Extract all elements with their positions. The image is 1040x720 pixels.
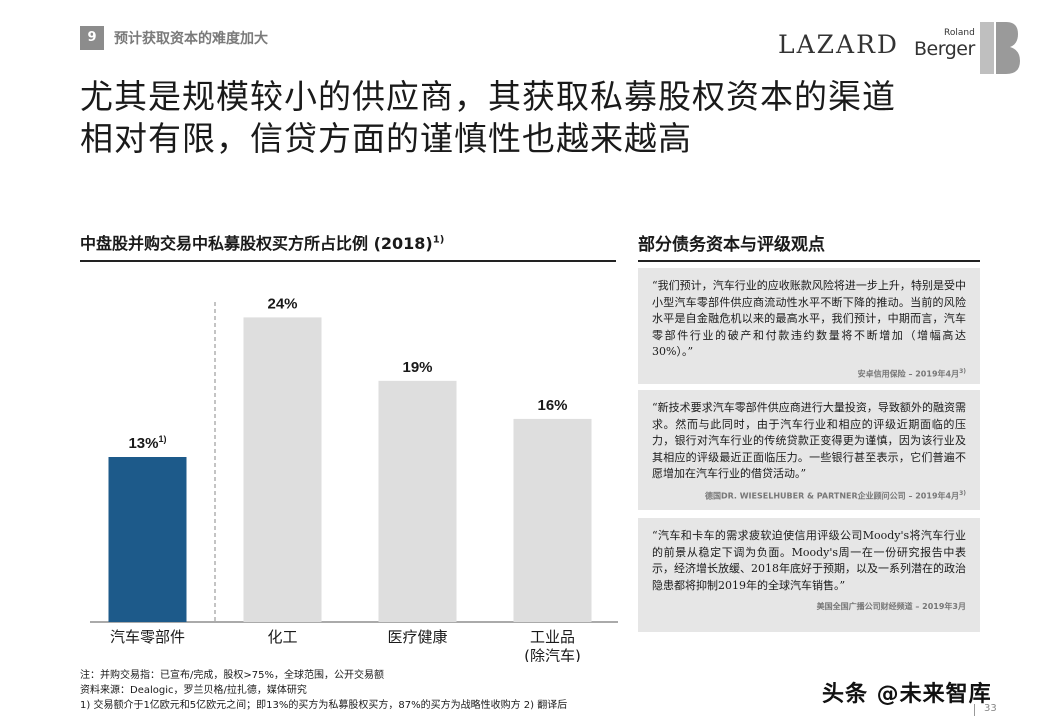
page-number-divider [974, 704, 975, 716]
headline-line-2: 相对有限，信贷方面的谨慎性也越来越高 [80, 119, 692, 158]
debt-rating-views-title: 部分债务资本与评级观点 [638, 235, 825, 255]
quote-source-3-text: 美国全国广播公司财经频道 – 2019年3月 [816, 602, 966, 611]
bar-chart: 13%1) 汽车零部件 24% 化工 19% 医疗健康 16% 工业品(除汽车) [90, 295, 618, 662]
chart-title-rule [80, 260, 616, 262]
roland-berger-b-mark-icon [980, 22, 1020, 74]
quote-source-3: 美国全国广播公司财经频道 – 2019年3月 [652, 601, 966, 612]
section-title: 预计获取资本的难度加大 [114, 31, 268, 47]
quote-text-3: “汽车和卡车的需求疲软迫使信用评级公司Moody's将汽车行业的前景从稳定下调为… [652, 529, 966, 592]
category-label-3: 医疗健康 [387, 628, 447, 646]
quote-source-2-text: 德国DR. WIESELHUBER & PARTNER企业顾问公司 – 2019… [704, 491, 960, 501]
quote-source-1: 安卓信用保险 – 2019年4月3) [652, 368, 966, 380]
quote-text-1: “我们预计，汽车行业的应收账款风险将进一步上升，特别是受中小型汽车零部件供应商流… [652, 279, 966, 358]
category-sublabel-4: (除汽车) [524, 647, 581, 662]
roland-berger-logo-berger: Berger [914, 38, 975, 60]
footnote-source: 资料来源：Dealogic，罗兰贝格/拉扎德，媒体研究 [80, 685, 307, 696]
category-label-1: 汽车零部件 [110, 628, 185, 646]
roland-berger-logo-roland: Roland [944, 28, 975, 38]
page-number: 33 [984, 703, 997, 714]
quote-box-3: “汽车和卡车的需求疲软迫使信用评级公司Moody's将汽车行业的前景从稳定下调为… [638, 518, 980, 632]
bar-value-footnote-1: 1) [159, 434, 167, 444]
quote-text-2: “新技术要求汽车零部件供应商进行大量投资，导致额外的融资需求。然而与此同时，由于… [652, 401, 966, 480]
bar-value-label-2: 24% [267, 295, 297, 312]
debt-rating-views-rule [638, 260, 980, 262]
watermark: 头条 @未来智库 [822, 682, 992, 707]
footnotes: 注：并购交易指：已宣布/完成，股权>75%，全球范围，公开交易额 资料来源：De… [80, 668, 567, 713]
bar-1 [108, 457, 187, 622]
lazard-logo: LAZARD [778, 30, 899, 59]
quote-source-2-footnote: 3) [959, 489, 966, 497]
bar-value-label-3: 19% [402, 359, 432, 376]
section-number-badge: 9 [80, 26, 104, 50]
category-label-4: 工业品 [530, 628, 575, 646]
bar-2 [243, 317, 322, 622]
quote-source-2: 德国DR. WIESELHUBER & PARTNER企业顾问公司 – 2019… [652, 490, 966, 502]
headline: 尤其是规模较小的供应商，其获取私募股权资本的渠道 相对有限，信贷方面的谨慎性也越… [80, 76, 980, 160]
quote-source-1-text: 安卓信用保险 – 2019年4月 [857, 369, 960, 379]
footnote-note: 注：并购交易指：已宣布/完成，股权>75%，全球范围，公开交易额 [80, 670, 384, 681]
bar-value-label-4: 16% [537, 397, 567, 414]
headline-line-1: 尤其是规模较小的供应商，其获取私募股权资本的渠道 [80, 77, 896, 116]
bar-3 [378, 380, 457, 622]
footnote-detail: 1) 交易额介于1亿欧元和5亿欧元之间；即13%的买方为私募股权买方，87%的买… [80, 700, 568, 711]
chart-title: 中盘股并购交易中私募股权买方所占比例 (2018)1) [80, 230, 444, 254]
chart-title-text: 中盘股并购交易中私募股权买方所占比例 (2018) [80, 234, 433, 253]
bar-value-label-1: 13%1) [128, 434, 166, 452]
quote-box-2: “新技术要求汽车零部件供应商进行大量投资，导致额外的融资需求。然而与此同时，由于… [638, 390, 980, 510]
bar-4 [513, 418, 592, 622]
quote-box-1: “我们预计，汽车行业的应收账款风险将进一步上升，特别是受中小型汽车零部件供应商流… [638, 268, 980, 384]
quote-source-1-footnote: 3) [959, 367, 966, 375]
chart-title-footnote: 1) [432, 234, 445, 246]
category-label-2: 化工 [267, 628, 297, 646]
